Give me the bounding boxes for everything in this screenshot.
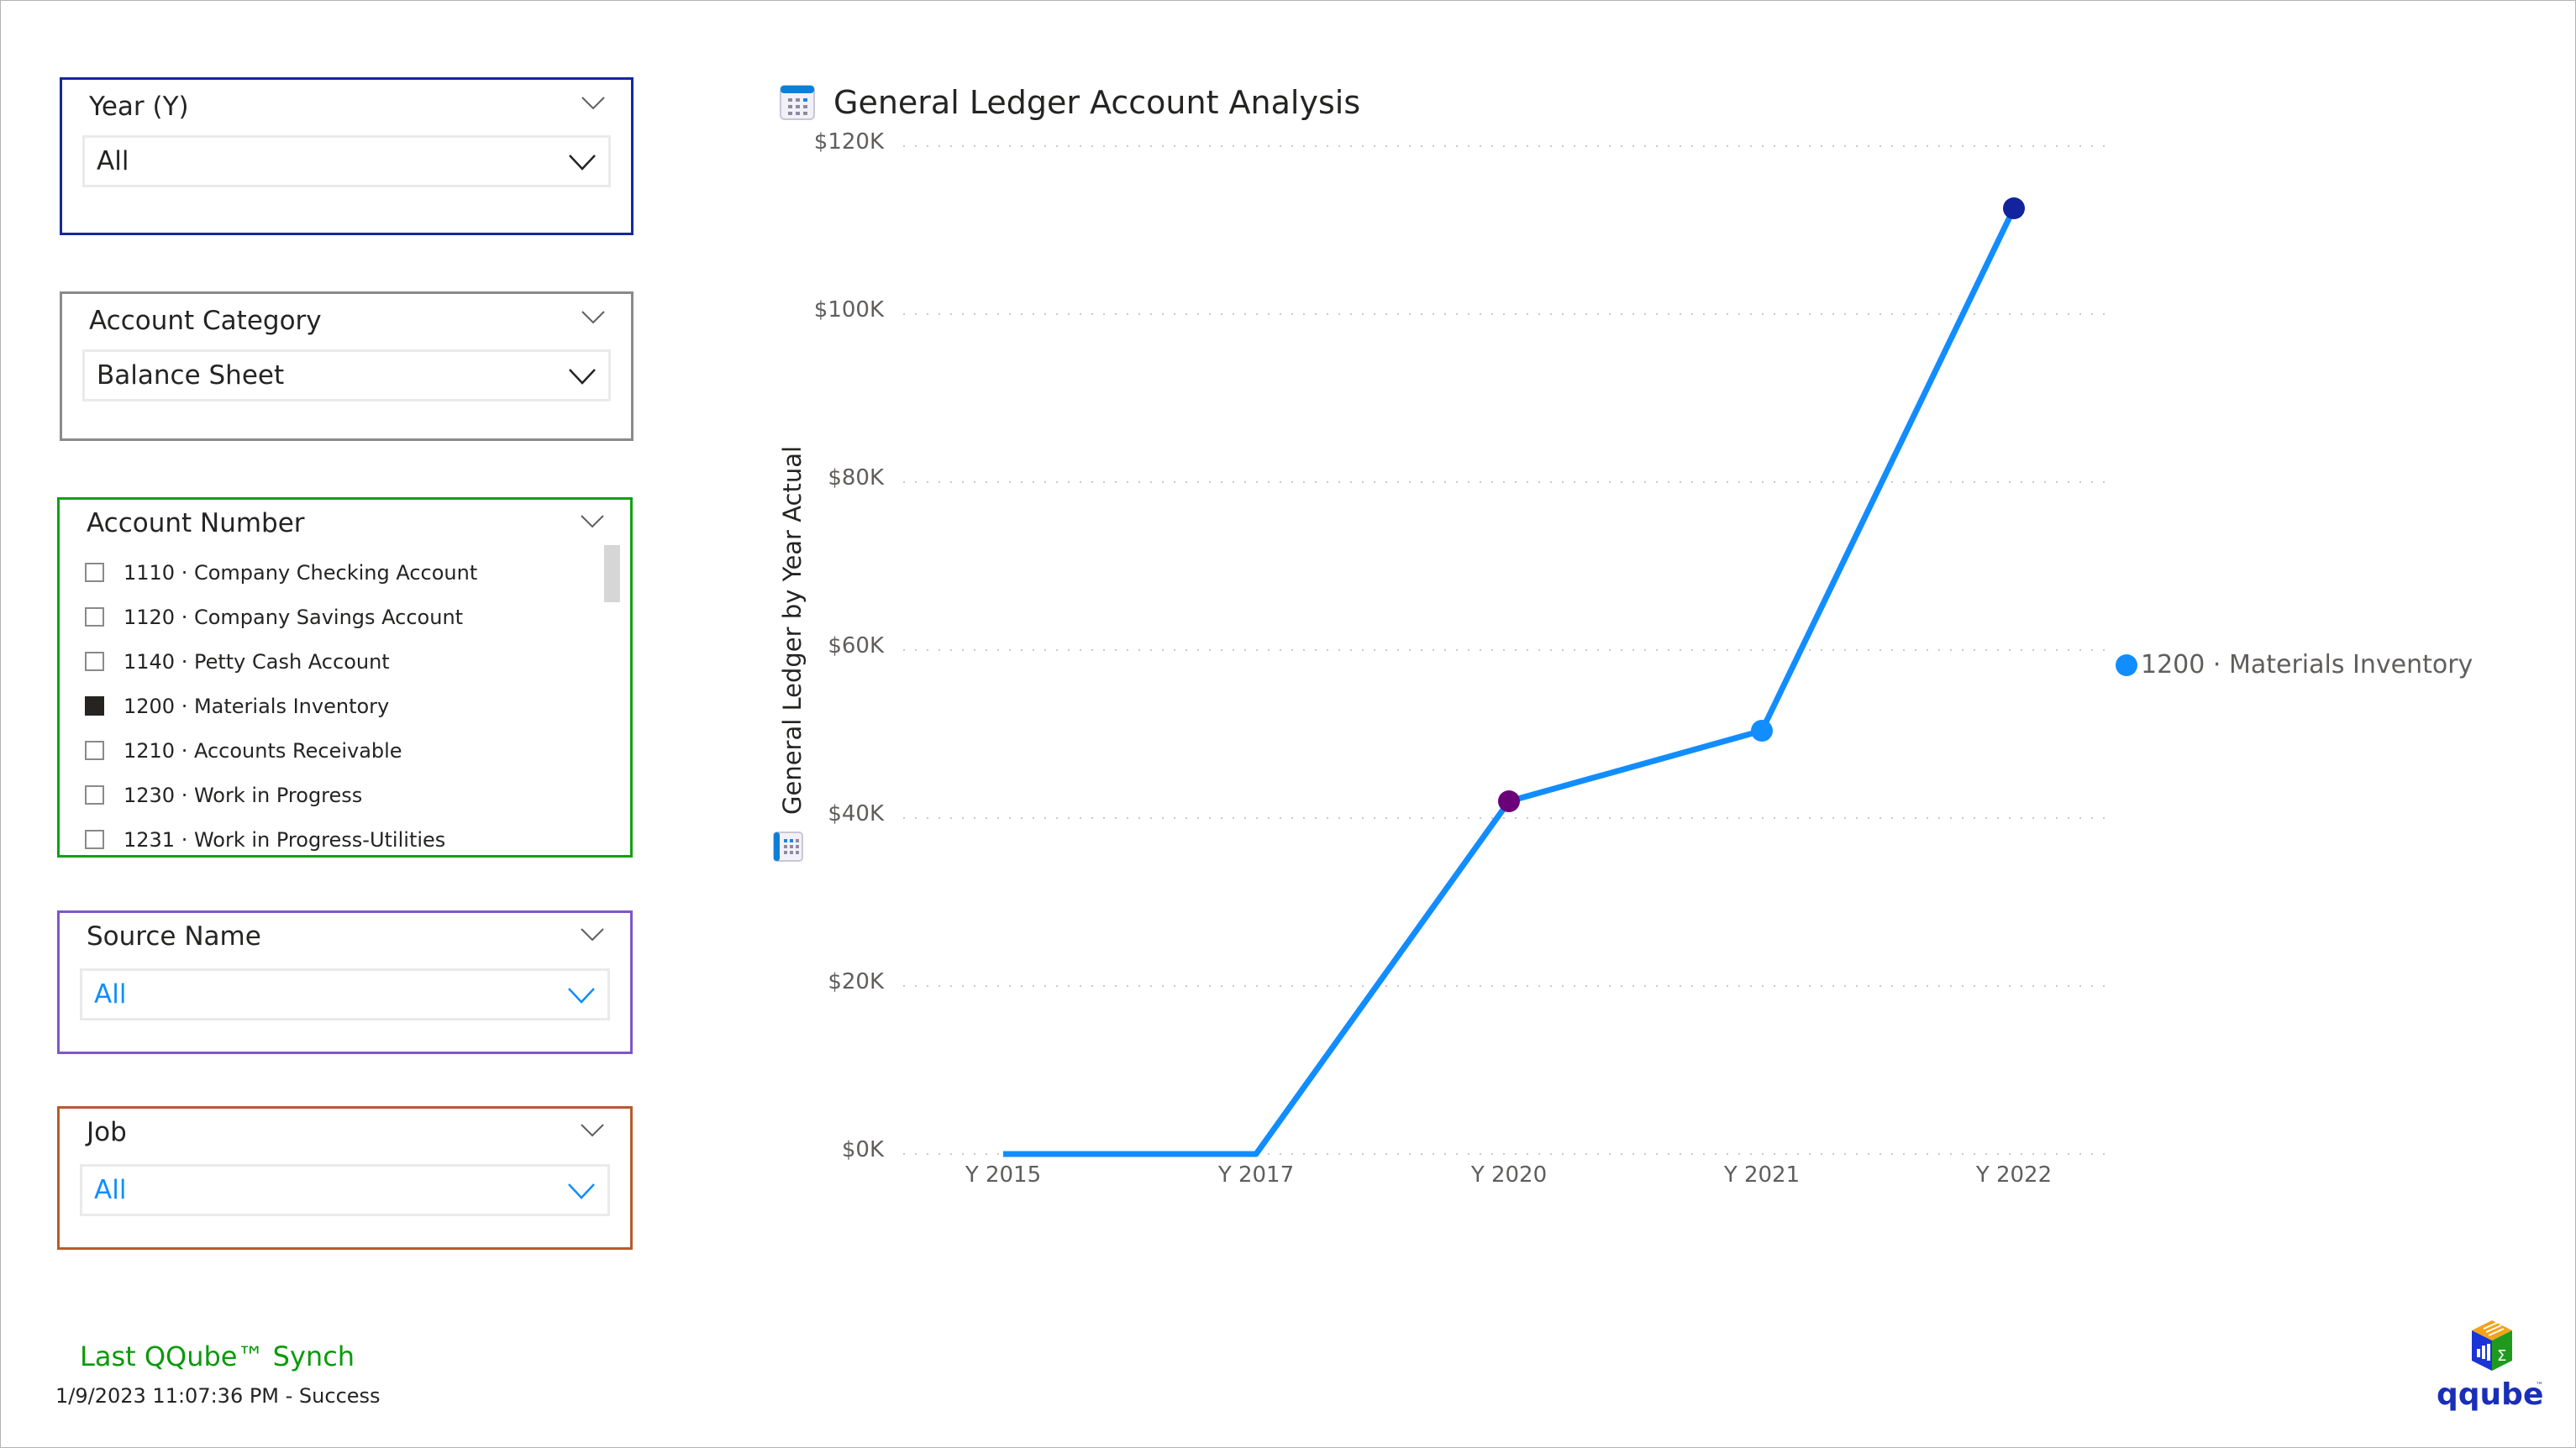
x-tick-label: Y 2020 xyxy=(1470,1162,1548,1188)
collapse-chevron-icon[interactable] xyxy=(580,926,605,943)
year-dropdown[interactable]: All xyxy=(82,135,611,187)
chevron-down-icon xyxy=(569,369,596,385)
checkbox-checked[interactable] xyxy=(85,696,104,716)
x-tick-label: Y 2017 xyxy=(1217,1162,1295,1188)
year-dropdown-value: All xyxy=(97,146,129,176)
svg-text:™: ™ xyxy=(2536,1382,2543,1390)
account-category-dropdown-value: Balance Sheet xyxy=(97,360,285,391)
list-item[interactable]: 1210 · Accounts Receivable xyxy=(85,728,597,773)
list-item-label: 1140 · Petty Cash Account xyxy=(124,649,390,674)
collapse-chevron-icon[interactable] xyxy=(581,95,606,112)
calendar-table-icon xyxy=(773,832,803,862)
list-item-label: 1200 · Materials Inventory xyxy=(124,694,390,718)
list-item[interactable]: 1231 · Work in Progress-Utilities xyxy=(85,817,597,862)
list-item[interactable]: 1110 · Company Checking Account xyxy=(85,550,597,595)
list-item[interactable]: 1140 · Petty Cash Account xyxy=(85,639,597,684)
account-number-list: 1110 · Company Checking Account 1120 · C… xyxy=(85,550,597,862)
job-slicer-title: Job xyxy=(87,1117,127,1147)
y-tick-label: $80K xyxy=(828,465,884,491)
collapse-chevron-icon[interactable] xyxy=(581,309,606,326)
legend-label: 1200 · Materials Inventory xyxy=(2141,650,2473,679)
legend-marker-icon xyxy=(2116,653,2137,676)
list-scrollbar[interactable] xyxy=(604,545,620,602)
y-tick-label: $0K xyxy=(841,1137,884,1162)
checkbox[interactable] xyxy=(85,652,104,671)
list-item-label: 1120 · Company Savings Account xyxy=(124,605,464,629)
data-point-marker[interactable] xyxy=(2003,197,2025,219)
source-name-slicer: Source Name All xyxy=(57,910,633,1054)
y-tick-label: $60K xyxy=(828,633,884,658)
year-slicer: Year (Y) All xyxy=(60,77,633,235)
chevron-down-icon xyxy=(568,1183,595,1199)
checkbox[interactable] xyxy=(85,741,104,760)
source-name-slicer-title: Source Name xyxy=(87,921,261,952)
chart-title: General Ledger Account Analysis xyxy=(833,84,1361,121)
checkbox[interactable] xyxy=(85,563,104,582)
svg-text:qqube: qqube xyxy=(2437,1377,2543,1412)
data-point-marker[interactable] xyxy=(1498,790,1520,812)
list-item[interactable]: 1200 · Materials Inventory xyxy=(85,684,597,728)
synch-title: Last QQube™ Synch xyxy=(80,1340,355,1372)
y-tick-label: $100K xyxy=(813,297,884,323)
job-slicer: Job All xyxy=(57,1106,633,1250)
checkbox[interactable] xyxy=(85,830,104,849)
x-tick-label: Y 2021 xyxy=(1723,1162,1801,1188)
data-point-marker[interactable] xyxy=(1751,720,1773,742)
account-category-slicer: Account Category Balance Sheet xyxy=(60,291,633,441)
synch-status: 1/9/2023 11:07:36 PM - Success xyxy=(55,1384,381,1408)
collapse-chevron-icon[interactable] xyxy=(580,1122,605,1139)
source-name-dropdown[interactable]: All xyxy=(80,968,610,1020)
y-tick-label: $40K xyxy=(828,801,884,826)
list-item-label: 1110 · Company Checking Account xyxy=(124,560,478,585)
chevron-down-icon xyxy=(568,988,595,1004)
checkbox[interactable] xyxy=(85,785,104,805)
legend-item[interactable]: 1200 · Materials Inventory xyxy=(2116,650,2473,679)
list-item[interactable]: 1120 · Company Savings Account xyxy=(85,595,597,639)
account-category-slicer-title: Account Category xyxy=(89,306,322,336)
account-category-dropdown[interactable]: Balance Sheet xyxy=(82,349,611,401)
y-tick-label: $20K xyxy=(828,969,884,994)
job-dropdown[interactable]: All xyxy=(80,1164,610,1216)
account-number-slicer-title: Account Number xyxy=(87,508,305,538)
year-slicer-title: Year (Y) xyxy=(89,92,189,122)
series-line[interactable] xyxy=(1003,207,2017,1157)
x-tick-label: Y 2022 xyxy=(1975,1162,2053,1188)
list-item-label: 1230 · Work in Progress xyxy=(124,783,363,807)
collapse-chevron-icon[interactable] xyxy=(580,513,605,530)
list-item-label: 1231 · Work in Progress-Utilities xyxy=(124,827,446,852)
checkbox[interactable] xyxy=(85,607,104,627)
y-tick-label: $120K xyxy=(813,129,884,155)
list-item-label: 1210 · Accounts Receivable xyxy=(124,738,402,763)
chevron-down-icon xyxy=(569,155,596,171)
job-dropdown-value: All xyxy=(94,1175,127,1205)
svg-text:Σ: Σ xyxy=(2497,1347,2506,1365)
source-name-dropdown-value: All xyxy=(94,979,127,1010)
qqube-logo: Σ qqube ™ xyxy=(2437,1320,2543,1412)
account-number-slicer: Account Number 1110 · Company Checking A… xyxy=(57,497,633,858)
x-tick-label: Y 2015 xyxy=(965,1162,1042,1188)
list-item[interactable]: 1230 · Work in Progress xyxy=(85,773,597,817)
calendar-table-icon xyxy=(780,85,815,120)
